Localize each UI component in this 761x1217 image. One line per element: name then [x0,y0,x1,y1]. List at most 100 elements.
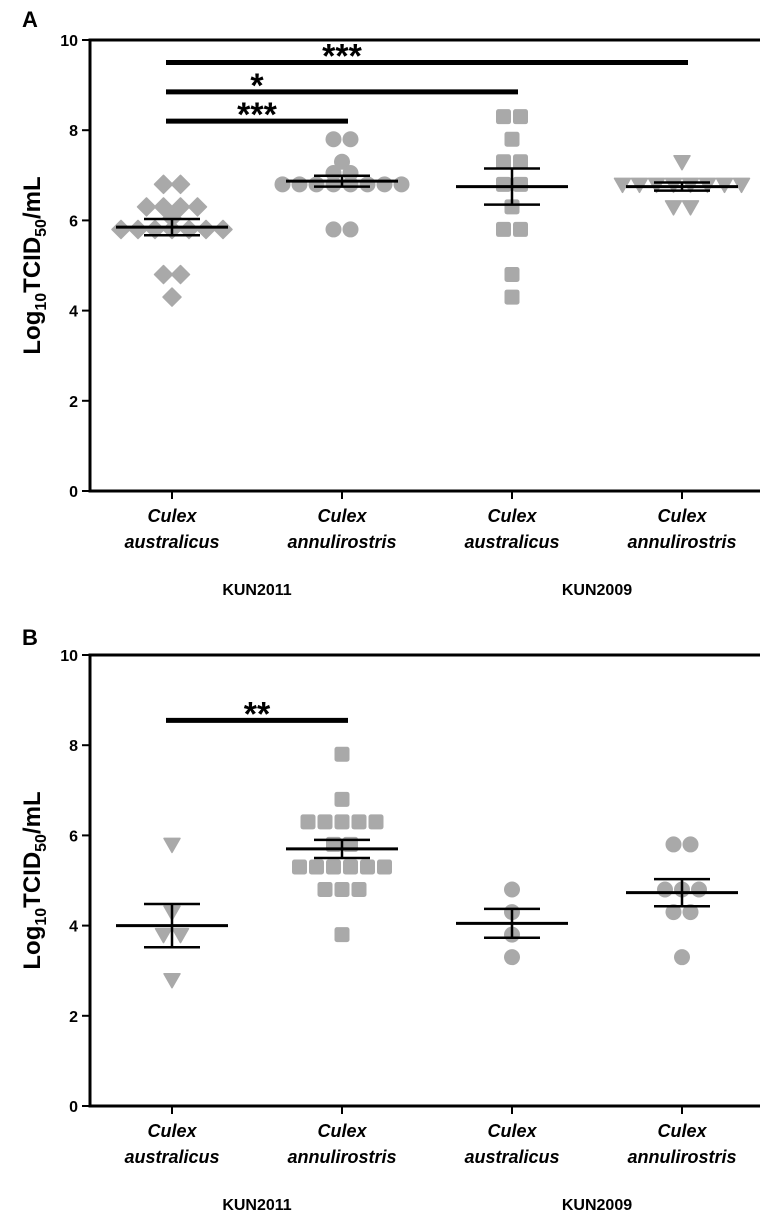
data-point [213,219,233,240]
data-point [377,859,392,875]
data-point [111,219,131,240]
x-tick-label: Culex [317,1121,367,1141]
data-point [325,221,342,238]
data-point [376,176,393,193]
data-point [351,814,367,830]
data-point [496,176,511,192]
data-point [334,814,350,830]
data-point [162,287,182,307]
series-4: Culex annulirostris [626,836,738,1167]
data-point [360,859,375,875]
data-point [513,109,528,125]
x-tick-label: Culex [657,1121,707,1141]
x-tick-label: australicus [464,532,559,552]
data-point [665,836,682,853]
data-point [681,200,700,216]
series-2: Culex annulirostris [274,131,410,552]
x-tick-label: australicus [464,1147,559,1167]
series-4: Culex annulirostris [613,155,751,552]
data-point [665,904,682,921]
data-point [359,176,376,193]
data-point [163,837,181,854]
significance-label: ** [244,695,271,733]
data-point [136,197,157,217]
series-2: Culex annulirostris [286,746,398,1167]
y-tick-label: 10 [60,33,78,50]
data-point [504,881,520,898]
group-label-kun2011: KUN2011 [222,582,291,599]
y-axis-label: Log10TCID50/mL [19,176,50,354]
series-3: Culex australicus [456,109,568,552]
x-tick-label: Culex [487,506,537,526]
x-tick-label: australicus [124,1147,219,1167]
data-point [657,881,673,898]
group-label-kun2009: KUN2009 [562,1197,632,1214]
data-point [393,176,410,193]
data-point [187,197,208,217]
x-tick-label: Culex [147,1121,197,1141]
data-point [343,859,358,875]
y-tick-label: 6 [69,828,78,845]
data-point [673,155,691,171]
data-point [513,176,528,192]
x-tick-label: annulirostris [627,1147,736,1167]
data-point [513,221,528,237]
data-point [682,836,699,853]
data-point [334,882,350,898]
x-tick-label: annulirostris [627,532,736,552]
data-point [334,153,350,170]
x-tick-label: Culex [657,506,707,526]
data-point [682,904,699,921]
data-point [342,131,359,148]
data-point [334,746,350,762]
x-tick-label: Culex [147,506,197,526]
data-point [163,972,181,989]
data-point [274,176,291,193]
data-point [153,264,174,285]
data-point [342,165,359,182]
data-point [300,814,316,830]
y-tick-label: 8 [69,123,78,140]
y-axis-label: Log10TCID50/mL [19,791,50,969]
significance-label: *** [322,38,362,76]
panel-B: B0246810Log10TCID50/mLCulexaustralicusCu… [19,625,760,1214]
x-tick-label: annulirostris [287,1147,396,1167]
series-3: Culex australicus [456,881,568,1167]
data-point [334,791,350,807]
data-point [325,165,342,182]
data-point [317,814,333,830]
data-point [170,174,191,195]
significance-label: * [250,67,264,105]
data-point [292,859,307,875]
series-1: Culex australicus [116,837,228,1167]
y-tick-label: 2 [69,1009,78,1026]
data-point [504,949,520,966]
data-point [504,267,520,283]
data-point [504,131,520,147]
series-1: Culex australicus [111,174,233,552]
data-point [351,882,367,898]
x-tick-label: Culex [317,506,367,526]
x-tick-label: Culex [487,1121,537,1141]
data-point [496,154,511,170]
data-point [334,927,350,943]
y-tick-label: 4 [69,919,78,936]
x-tick-label: annulirostris [287,532,396,552]
data-point [317,882,333,898]
data-point [326,859,341,875]
data-point [171,927,190,944]
y-tick-label: 0 [69,484,78,501]
data-point [153,197,174,217]
data-point [342,176,359,193]
panel-A: A0246810Log10TCID50/mLCulexaustralicusCu… [19,7,760,599]
data-point [674,949,690,966]
y-tick-label: 8 [69,738,78,755]
panel-label-B: B [22,625,38,650]
data-point [496,221,511,237]
data-point [170,264,191,285]
data-point [325,131,342,148]
data-point [504,289,520,305]
data-point [496,109,511,125]
data-point [153,174,174,195]
data-point [170,197,191,217]
